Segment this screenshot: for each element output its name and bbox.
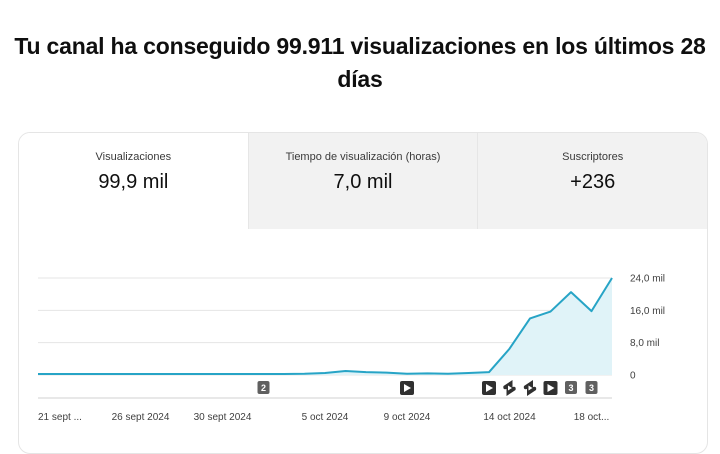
x-tick-label: 21 sept ... (38, 412, 82, 423)
x-tick-label: 26 sept 2024 (112, 412, 170, 423)
video-count-label: 2 (261, 383, 266, 393)
y-tick-label: 24,0 mil (630, 274, 665, 285)
y-tick-label: 0 (630, 371, 636, 382)
series-area (38, 278, 612, 375)
video-count-label: 3 (568, 383, 573, 393)
x-tick-label: 5 oct 2024 (302, 412, 349, 423)
x-tick-label: 30 sept 2024 (194, 412, 252, 423)
x-tick-label: 9 oct 2024 (384, 412, 431, 423)
views-chart: 24,0 mil 16,0 mil 8,0 mil 0 2 3 3 21 sept ... 26… (0, 0, 720, 440)
y-tick-label: 8,0 mil (630, 338, 659, 349)
video-count-label: 3 (589, 383, 594, 393)
x-tick-label: 14 oct 2024 (483, 412, 536, 423)
y-tick-label: 16,0 mil (630, 306, 665, 317)
x-tick-label: 18 oct... (574, 412, 610, 423)
